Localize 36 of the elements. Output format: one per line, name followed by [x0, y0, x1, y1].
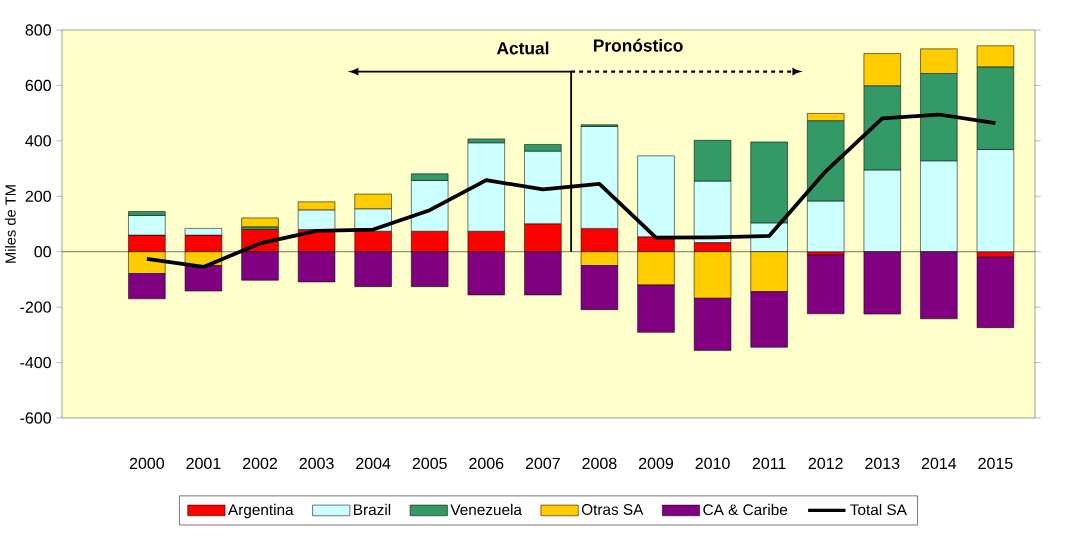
x-tick-label: 2004	[356, 457, 391, 470]
x-tick-label: 2012	[808, 457, 843, 470]
y-tick-label: 600	[25, 79, 51, 92]
x-tick-label: 2003	[299, 457, 334, 470]
bar	[807, 254, 845, 315]
y-tick-label: -200	[20, 301, 51, 313]
y-tick-label: 800	[25, 24, 51, 36]
x-tick-label: 2006	[469, 457, 504, 470]
x-tick-label: 2011	[752, 457, 786, 470]
x-tick-label: 2009	[638, 457, 674, 470]
x-tick-label: 2007	[525, 457, 560, 470]
legend-label: Otras SA	[581, 504, 644, 515]
legend-label: Venezuela	[450, 503, 522, 516]
y-tick-label: -400	[20, 356, 51, 369]
x-tick-label: 2015	[978, 457, 1013, 470]
y-tick-label: 200	[25, 190, 51, 202]
x-tick-label: 2000	[129, 457, 165, 470]
x-tick-label: 2001	[186, 457, 221, 470]
bar	[241, 217, 279, 228]
annotation: Actual	[496, 41, 549, 55]
x-tick-label: 2010	[695, 457, 730, 470]
legend-label: Total SA	[850, 503, 907, 516]
legend-label: Argentina	[228, 503, 294, 519]
bar	[976, 256, 1015, 328]
y-tick-label: 400	[25, 135, 51, 147]
annotation: Pronóstico	[593, 38, 683, 52]
x-tick-label: 2002	[243, 457, 277, 470]
x-tick-label: 2014	[921, 457, 957, 470]
y-tick-label: -600	[20, 412, 51, 424]
x-tick-label: 2005	[412, 457, 447, 470]
y-axis-title: Miles de TM	[4, 185, 16, 263]
legend-label: Brazil	[354, 503, 391, 516]
y-tick-label: 00	[34, 246, 51, 258]
x-tick-label: 2008	[582, 457, 617, 470]
legend-label: CA & Caribe	[703, 503, 788, 516]
x-tick-label: 2013	[865, 457, 900, 470]
